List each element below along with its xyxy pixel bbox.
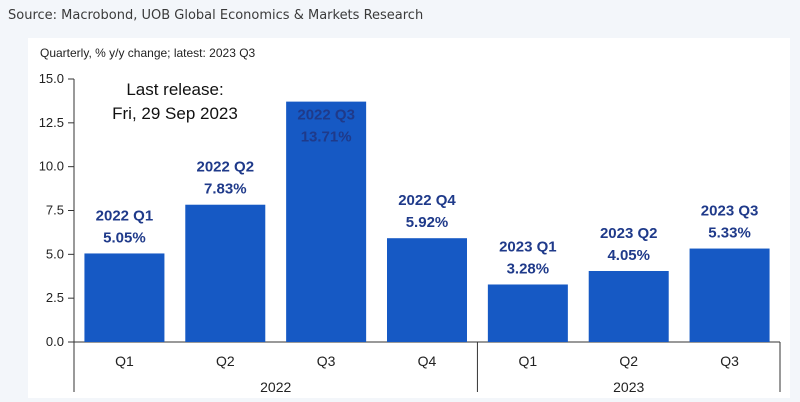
x-tick-label: Q2 — [216, 353, 235, 369]
bar-period-label: 2023 Q2 — [600, 225, 658, 242]
bar-value-label: 3.28% — [507, 260, 550, 277]
bar-value-label: 13.71% — [301, 129, 352, 146]
bar — [487, 284, 568, 342]
bar — [286, 101, 367, 342]
x-group-label: 2023 — [613, 379, 644, 395]
y-tick-label: 0.0 — [46, 334, 64, 349]
bar-period-label: 2022 Q2 — [197, 159, 255, 176]
x-tick-label: Q1 — [115, 353, 134, 369]
bar-value-label: 7.83% — [204, 181, 247, 198]
release-annotation-line1: Last release: — [126, 80, 223, 99]
bar — [387, 238, 467, 342]
bar — [84, 253, 165, 342]
bar-period-label: 2023 Q1 — [499, 238, 557, 255]
bar-period-label: 2022 Q3 — [297, 107, 355, 124]
bar-value-label: 5.33% — [708, 225, 751, 242]
bar — [689, 248, 770, 342]
y-tick-label: 5.0 — [46, 246, 64, 261]
x-tick-label: Q3 — [317, 353, 336, 369]
bar-period-label: 2022 Q4 — [398, 192, 456, 209]
bar-value-label: 4.05% — [607, 247, 650, 264]
y-tick-label: 15.0 — [39, 71, 64, 86]
y-tick-label: 7.5 — [46, 203, 64, 218]
bar-period-label: 2022 Q1 — [96, 207, 154, 224]
source-note: Source: Macrobond, UOB Global Economics … — [8, 8, 424, 23]
x-tick-label: Q4 — [418, 353, 437, 369]
bar-value-label: 5.05% — [103, 229, 146, 246]
x-group-label: 2022 — [260, 379, 291, 395]
y-tick-label: 2.5 — [46, 290, 64, 305]
bar — [185, 204, 266, 342]
bar-period-label: 2023 Q3 — [701, 203, 759, 220]
chart-subtitle: Quarterly, % y/y change; latest: 2023 Q3 — [40, 46, 256, 60]
x-tick-label: Q1 — [519, 353, 538, 369]
release-annotation-line2: Fri, 29 Sep 2023 — [112, 104, 238, 123]
y-tick-label: 12.5 — [39, 115, 64, 130]
bar — [588, 270, 669, 342]
bar-value-label: 5.92% — [406, 214, 449, 231]
y-tick-label: 10.0 — [39, 159, 64, 174]
x-tick-label: Q3 — [720, 353, 739, 369]
x-tick-label: Q2 — [619, 353, 638, 369]
